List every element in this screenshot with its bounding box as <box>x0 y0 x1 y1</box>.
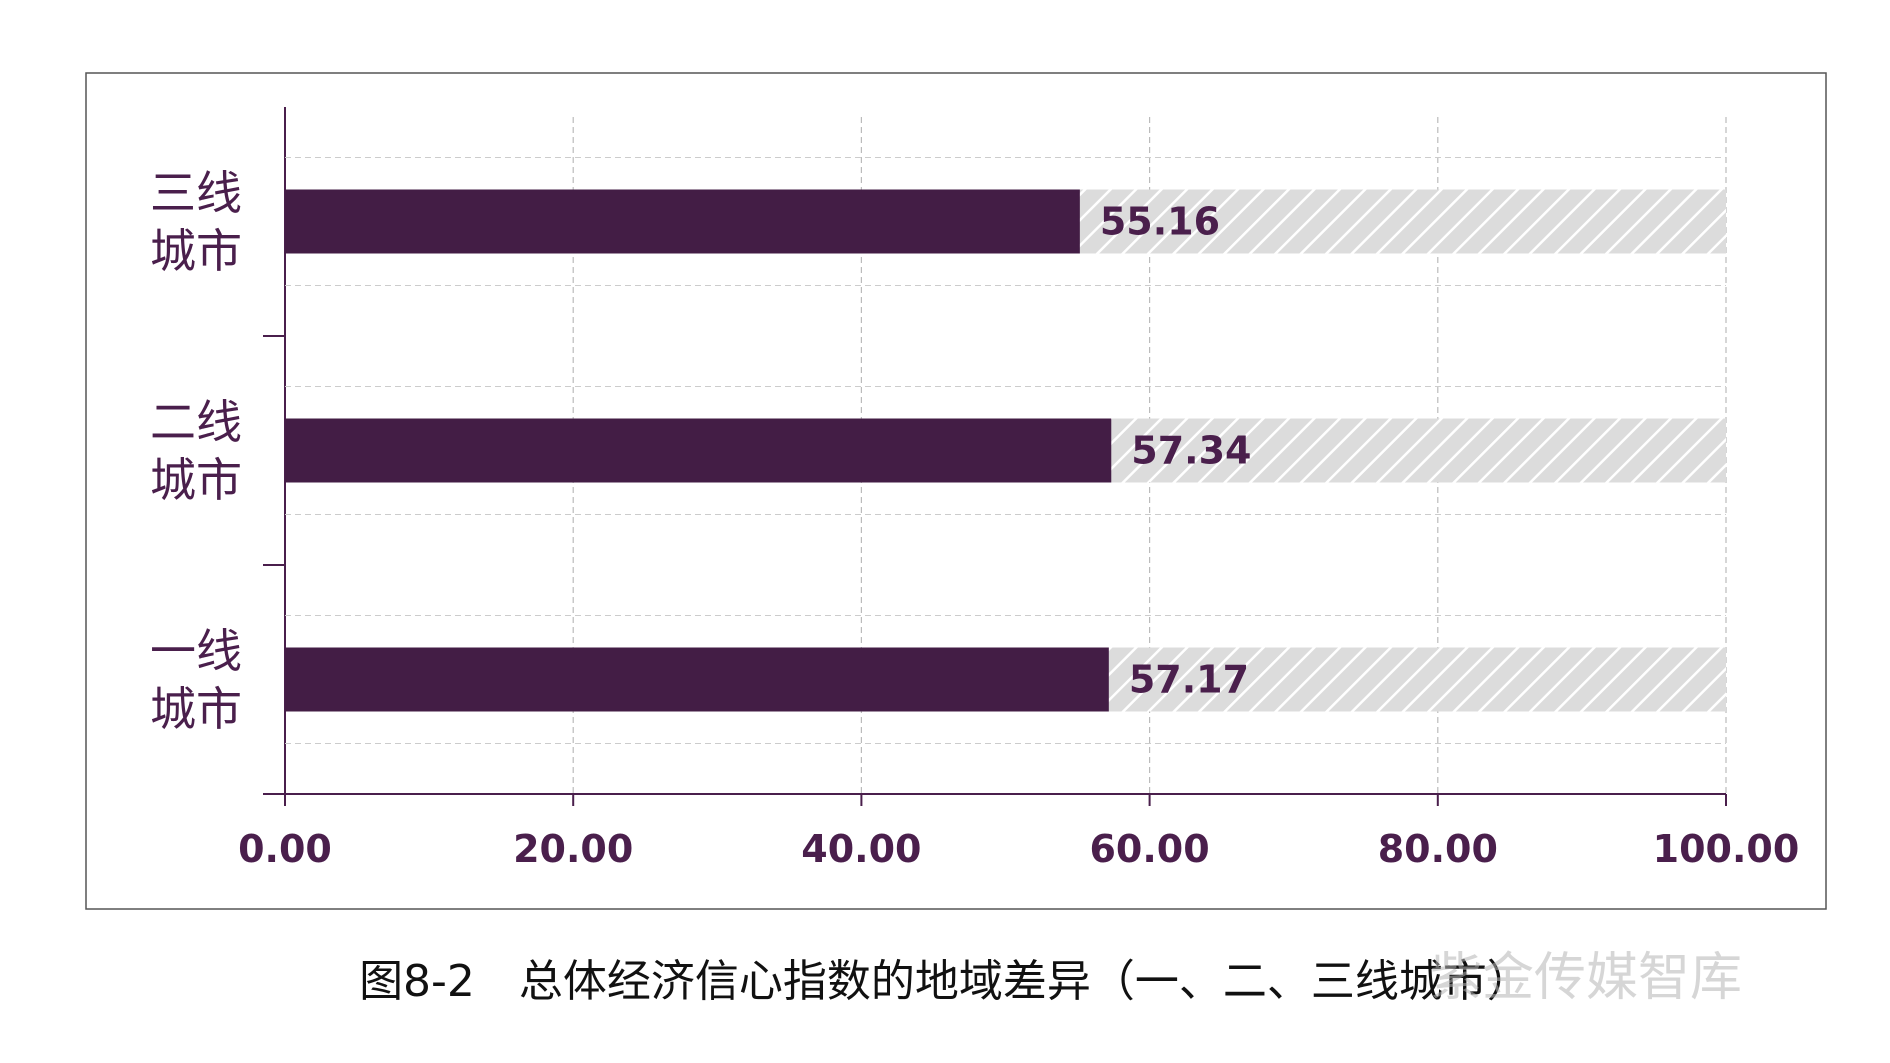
x-tick-label: 100.00 <box>1653 827 1800 871</box>
y-tick-label: 二线城市 <box>150 394 242 507</box>
value-label: 57.34 <box>1131 429 1251 473</box>
y-tick-label: 三线城市 <box>150 165 242 278</box>
bar <box>285 418 1112 483</box>
bar <box>285 647 1109 712</box>
watermark: 紫金传媒智库 <box>1430 948 1743 1008</box>
y-tick-label: 一线城市 <box>150 623 242 736</box>
bar <box>285 189 1080 254</box>
x-tick-label: 60.00 <box>1089 827 1209 871</box>
value-label: 57.17 <box>1129 658 1249 702</box>
frame <box>85 72 1827 910</box>
x-tick-label: 40.00 <box>801 827 921 871</box>
x-tick-label: 20.00 <box>513 827 633 871</box>
x-tick-label: 0.00 <box>238 827 332 871</box>
x-tick-label: 80.00 <box>1378 827 1498 871</box>
value-label: 55.16 <box>1100 200 1220 244</box>
caption: 图8-2 总体经济信心指数的地域差异（一、二、三线城市） <box>359 956 1531 1007</box>
